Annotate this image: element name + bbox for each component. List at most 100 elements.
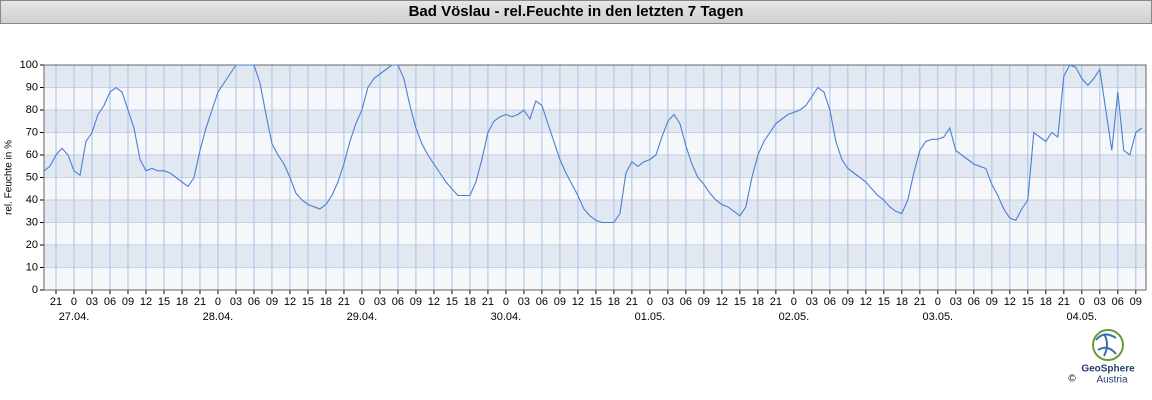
x-tick-label: 03: [230, 296, 242, 308]
y-tick-label: 0: [32, 284, 38, 296]
band: [44, 110, 1146, 133]
x-tick-label: 15: [878, 296, 890, 308]
x-tick-label: 18: [176, 296, 188, 308]
copyright: ©: [1068, 374, 1076, 385]
x-tick-label: 09: [266, 296, 278, 308]
x-tick-label: 18: [608, 296, 620, 308]
band: [44, 65, 1146, 88]
band: [44, 155, 1146, 178]
x-date-label: 29.04.: [347, 311, 378, 323]
x-tick-label: 03: [374, 296, 386, 308]
x-tick-label: 06: [680, 296, 692, 308]
x-tick-label: 09: [698, 296, 710, 308]
x-tick-label: 09: [842, 296, 854, 308]
x-tick-label: 03: [950, 296, 962, 308]
x-tick-label: 09: [410, 296, 422, 308]
y-axis-label: rel. Feuchte in %: [4, 140, 15, 215]
y-tick-label: 100: [20, 59, 38, 71]
x-tick-label: 06: [968, 296, 980, 308]
x-date-label: 03.05.: [923, 311, 954, 323]
band: [44, 200, 1146, 223]
x-tick-label: 15: [734, 296, 746, 308]
brand: GeoSphere: [1081, 364, 1135, 375]
x-tick-label: 06: [824, 296, 836, 308]
x-tick-label: 0: [935, 296, 941, 308]
y-tick-label: 30: [26, 216, 38, 228]
x-date-label: 27.04.: [59, 311, 90, 323]
x-tick-label: 15: [158, 296, 170, 308]
y-tick-label: 10: [26, 261, 38, 273]
x-tick-label: 12: [284, 296, 296, 308]
x-tick-label: 0: [647, 296, 653, 308]
x-tick-label: 21: [626, 296, 638, 308]
x-tick-label: 21: [338, 296, 350, 308]
logo: GeoSphere Austria ©: [1068, 329, 1135, 386]
x-tick-label: 18: [896, 296, 908, 308]
x-tick-label: 03: [518, 296, 530, 308]
chart-title: Bad Vöslau - rel.Feuchte in den letzten …: [0, 0, 1152, 24]
x-tick-label: 12: [716, 296, 728, 308]
y-tick-label: 60: [26, 149, 38, 161]
y-tick-label: 70: [26, 126, 38, 138]
x-tick-label: 18: [752, 296, 764, 308]
x-tick-label: 09: [986, 296, 998, 308]
x-date-label: 02.05.: [779, 311, 810, 323]
x-tick-label: 0: [1079, 296, 1085, 308]
brand-sub: Austria: [1096, 375, 1128, 386]
band: [44, 87, 1146, 110]
x-tick-label: 15: [1022, 296, 1034, 308]
x-tick-label: 21: [770, 296, 782, 308]
band: [44, 132, 1146, 155]
x-tick-label: 03: [806, 296, 818, 308]
y-tick-label: 80: [26, 104, 38, 116]
x-tick-label: 0: [71, 296, 77, 308]
x-tick-label: 0: [359, 296, 365, 308]
x-tick-label: 0: [215, 296, 221, 308]
plot-frame: [43, 64, 1147, 291]
x-tick-label: 03: [86, 296, 98, 308]
x-tick-label: 12: [428, 296, 440, 308]
x-tick-label: 09: [1130, 296, 1142, 308]
x-tick-label: 15: [302, 296, 314, 308]
x-tick-label: 18: [464, 296, 476, 308]
x-date-label: 28.04.: [203, 311, 234, 323]
x-tick-label: 03: [1094, 296, 1106, 308]
x-tick-label: 18: [1040, 296, 1052, 308]
band: [44, 222, 1146, 245]
y-tick-label: 20: [26, 239, 38, 251]
x-tick-label: 18: [320, 296, 332, 308]
plot: 0 10 20 30 40 50 60 70 80 90 100 21 0 03 06 09 12 15 18 21 0…: [4, 59, 1147, 323]
x-tick-label: 03: [662, 296, 674, 308]
x-tick-label: 09: [122, 296, 134, 308]
x-tick-label: 21: [1058, 296, 1070, 308]
x-tick-label: 21: [914, 296, 926, 308]
x-tick-label: 12: [140, 296, 152, 308]
x-tick-label: 06: [392, 296, 404, 308]
x-tick-label: 0: [503, 296, 509, 308]
x-tick-label: 09: [554, 296, 566, 308]
x-tick-label: 21: [50, 296, 62, 308]
x-tick-label: 21: [482, 296, 494, 308]
x-tick-label: 06: [104, 296, 116, 308]
x-tick-label: 12: [572, 296, 584, 308]
x-tick-label: 15: [590, 296, 602, 308]
x-tick-label: 12: [860, 296, 872, 308]
x-date-label: 04.05.: [1067, 311, 1098, 323]
x-tick-label: 0: [791, 296, 797, 308]
y-tick-label: 50: [26, 171, 38, 183]
band: [44, 267, 1146, 290]
y-tick-label: 40: [26, 194, 38, 206]
x-tick-label: 06: [248, 296, 260, 308]
band: [44, 177, 1146, 200]
y-tick-label: 90: [26, 81, 38, 93]
data-line: [43, 64, 1143, 224]
x-date-label: 30.04.: [491, 311, 522, 323]
x-tick-label: 06: [536, 296, 548, 308]
x-tick-label: 21: [194, 296, 206, 308]
band: [44, 245, 1146, 268]
x-date-label: 01.05.: [635, 311, 666, 323]
x-tick-label: 12: [1004, 296, 1016, 308]
x-tick-label: 15: [446, 296, 458, 308]
